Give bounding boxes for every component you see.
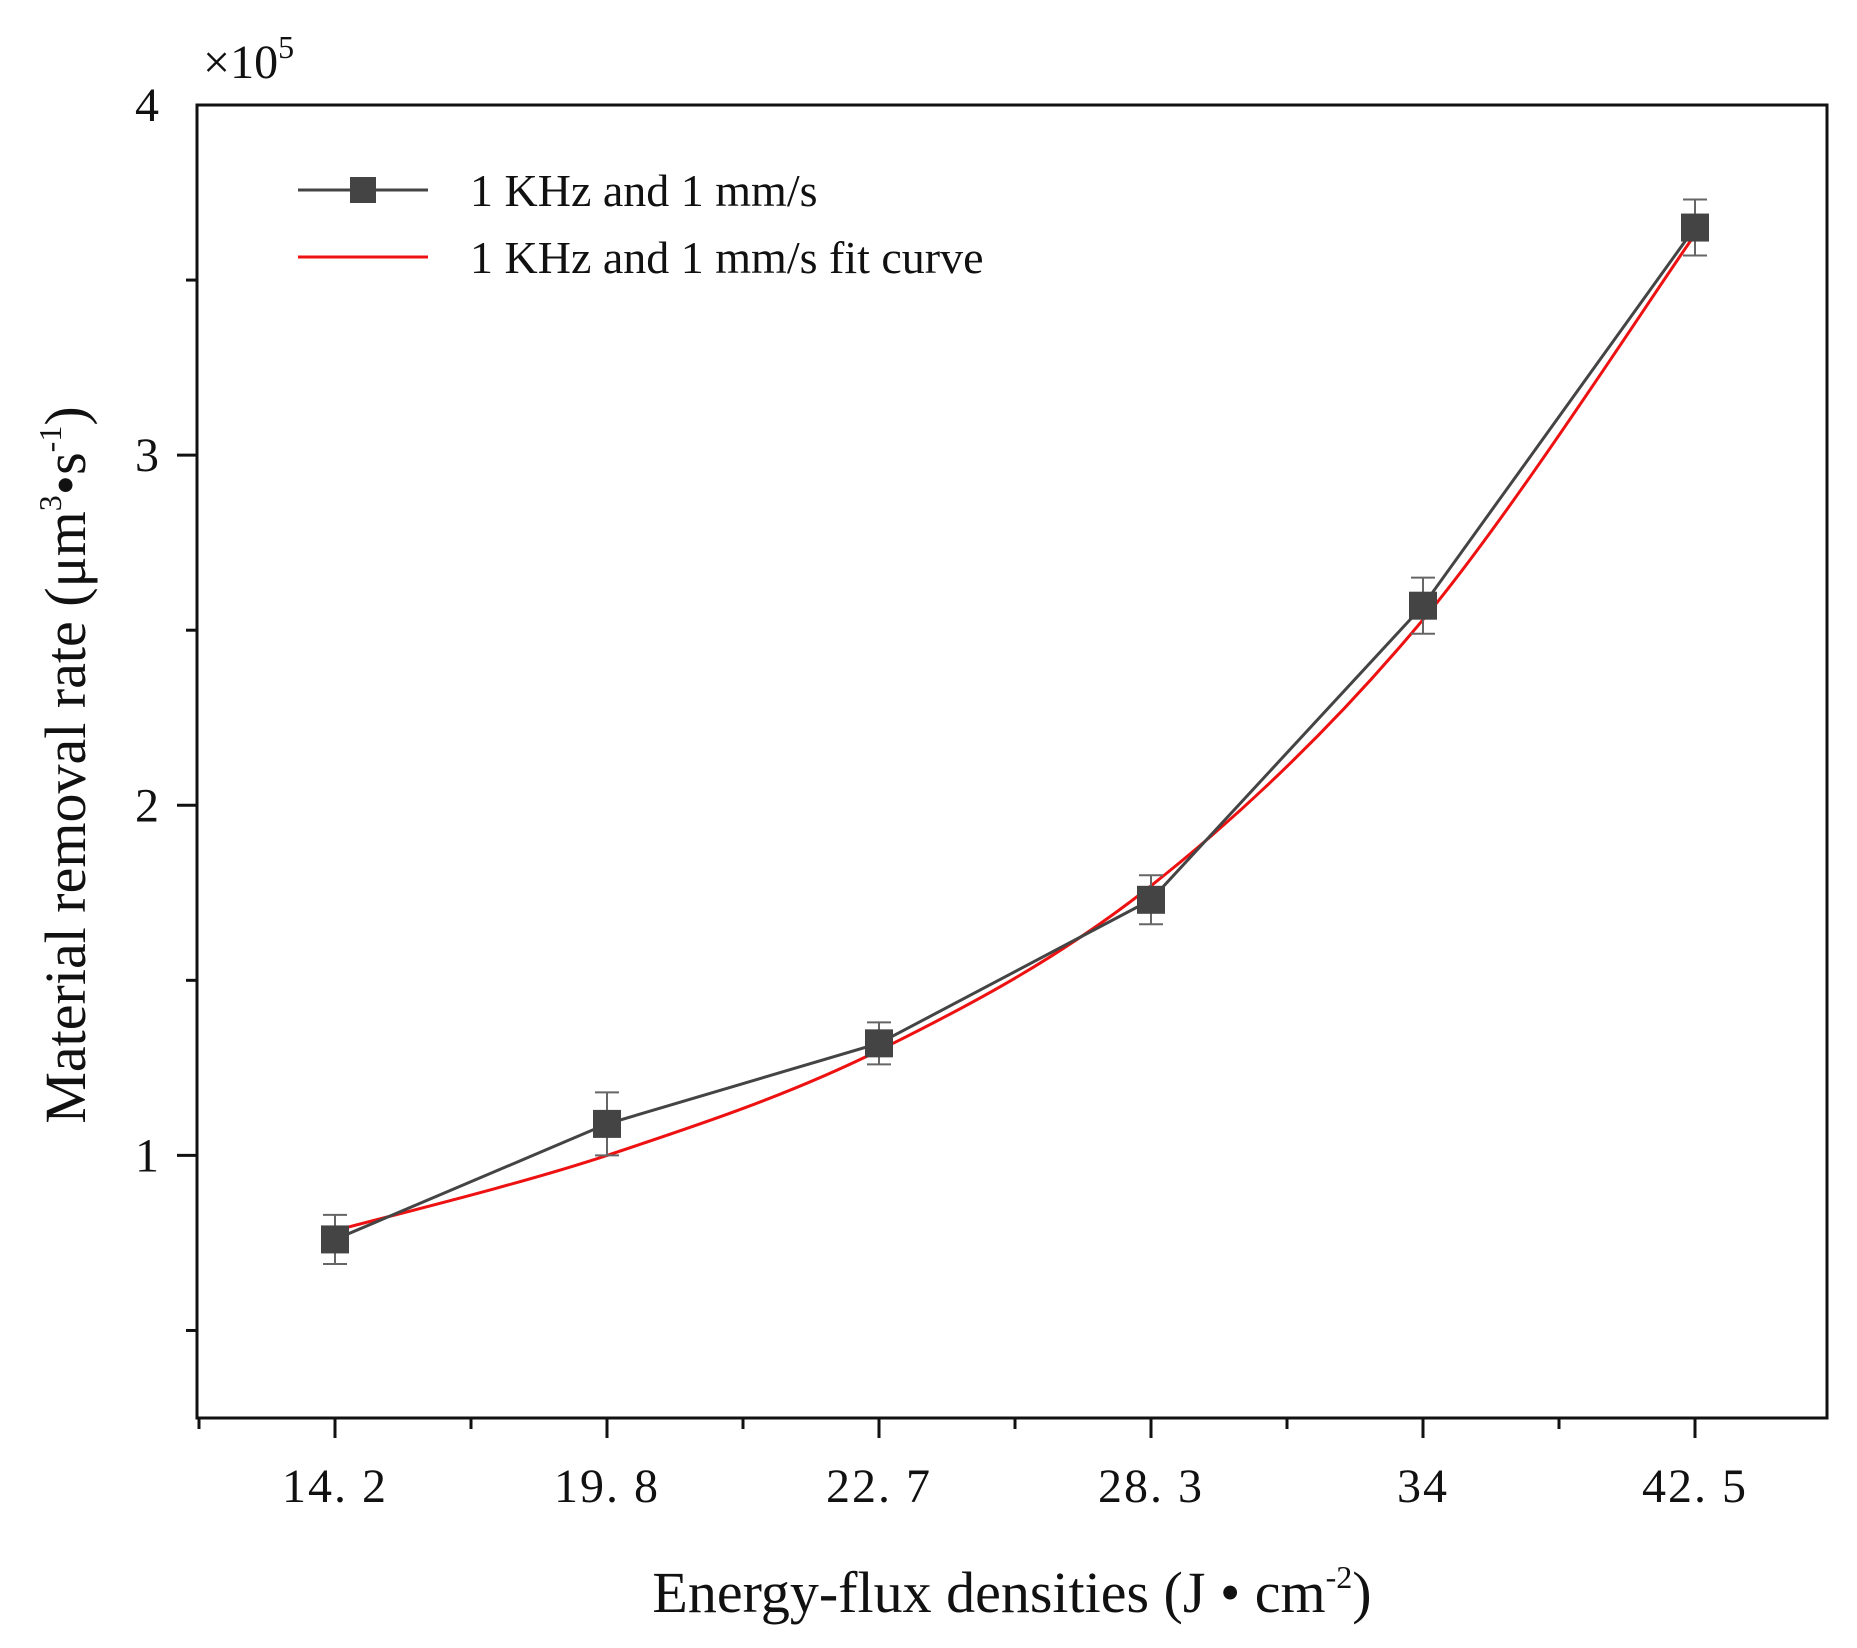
y-tick-label: 3	[135, 429, 159, 482]
x-axis-ticks: 14. 2 19. 8 22. 7 28. 3 34 42. 5	[197, 1418, 1748, 1513]
legend-label-data: 1 KHz and 1 mm/s	[470, 165, 818, 216]
data-series-layer	[321, 198, 1709, 1265]
data-point-marker	[865, 1029, 893, 1058]
data-point-marker	[1681, 213, 1709, 242]
legend-label-fit: 1 KHz and 1 mm/s fit curve	[470, 232, 984, 283]
data-point-marker	[321, 1225, 349, 1254]
fit-curve-layer	[334, 233, 1697, 1233]
y-axis-title: Material removal rate (μm3•s-1)	[32, 406, 98, 1123]
data-point-marker	[1137, 885, 1165, 914]
x-tick-label: 14. 2	[282, 1460, 388, 1513]
y-tick-label: 2	[135, 779, 159, 832]
y-multiplier-label: ×105	[203, 29, 294, 89]
fit-curve	[334, 233, 1697, 1233]
y-tick-label: 4	[135, 79, 159, 132]
x-tick-label: 34	[1397, 1460, 1449, 1513]
legend: 1 KHz and 1 mm/s 1 KHz and 1 mm/s fit cu…	[298, 165, 984, 283]
legend-swatch-data-marker	[350, 177, 376, 203]
x-tick-label: 28. 3	[1098, 1460, 1204, 1513]
data-point-marker	[1409, 591, 1437, 620]
plot-frame	[195, 103, 1829, 1420]
data-line	[334, 226, 1697, 1241]
data-point-marker	[593, 1109, 621, 1138]
x-tick-label: 22. 7	[826, 1460, 932, 1513]
x-tick-label: 19. 8	[554, 1460, 660, 1513]
y-tick-label: 1	[135, 1129, 159, 1182]
x-tick-label: 42. 5	[1642, 1460, 1748, 1513]
x-axis-title: Energy-flux densities (J • cm-2)	[652, 1559, 1371, 1625]
y-axis-ticks: 1 2 3 4	[135, 79, 197, 1332]
